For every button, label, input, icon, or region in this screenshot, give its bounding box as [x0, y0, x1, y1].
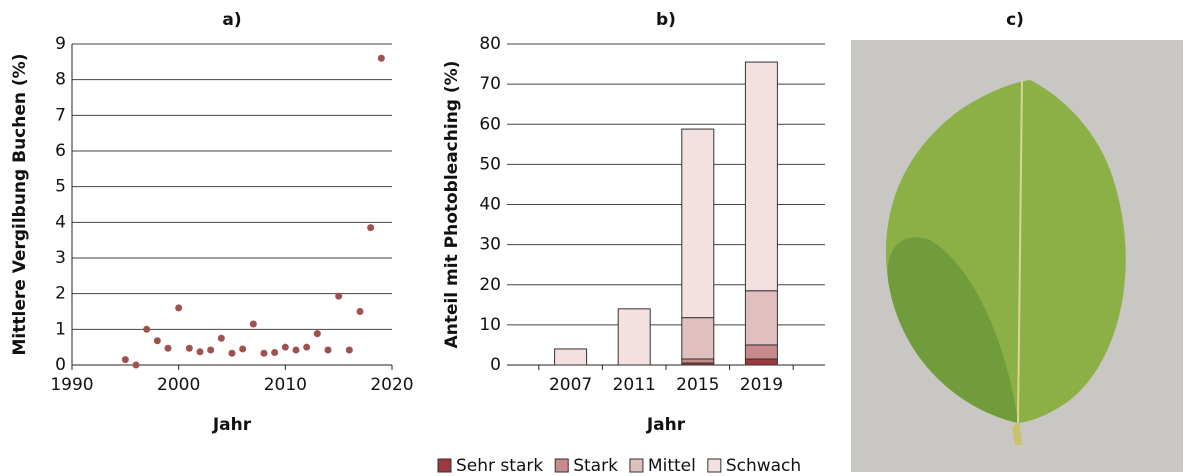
y-tick-label: 7	[55, 105, 66, 125]
y-tick-label: 1	[55, 319, 66, 339]
point	[239, 345, 247, 353]
point	[335, 292, 343, 300]
y-tick-label: 30	[479, 235, 501, 255]
y-axis-label: Anteil mit Photobleaching (%)	[442, 61, 462, 349]
leaf-stem	[1012, 420, 1022, 445]
point	[217, 334, 225, 342]
bar-segment	[554, 348, 588, 366]
leaf-midrib	[1017, 79, 1023, 424]
point	[153, 337, 161, 345]
bar-segment	[681, 358, 715, 364]
x-tick-label: 2020	[370, 375, 413, 395]
point	[185, 344, 193, 352]
bar-segment	[681, 128, 715, 319]
y-tick-label: 70	[479, 74, 501, 94]
point	[143, 325, 151, 333]
point	[175, 304, 183, 312]
legend-label: Schwach	[726, 456, 801, 476]
y-tick-label: 40	[479, 195, 501, 215]
point	[249, 320, 257, 328]
legend-swatch	[629, 458, 644, 473]
y-tick-label: 8	[55, 70, 66, 90]
point	[356, 308, 364, 315]
legend-swatch	[707, 458, 722, 473]
panel-title: a)	[222, 10, 241, 30]
point	[207, 346, 215, 354]
point	[377, 54, 385, 62]
point	[132, 361, 140, 369]
panel-title: c)	[1006, 10, 1024, 30]
point	[196, 348, 204, 356]
x-tick-label: 2015	[676, 375, 719, 395]
point	[292, 346, 300, 354]
point	[271, 349, 279, 357]
point	[345, 346, 353, 354]
legend-label: Stark	[573, 456, 618, 476]
point	[228, 349, 236, 357]
y-tick-label: 60	[479, 114, 501, 134]
point	[281, 343, 289, 351]
y-tick-label: 5	[55, 177, 66, 197]
legend-swatch	[437, 458, 452, 473]
bar-segment	[681, 317, 715, 360]
legend-swatch	[554, 458, 569, 473]
y-tick-label: 0	[490, 355, 501, 375]
y-tick-label: 9	[55, 34, 66, 54]
x-tick-label: 2011	[613, 375, 656, 395]
x-tick-label: 2007	[549, 375, 592, 395]
y-tick-label: 6	[55, 141, 66, 161]
y-tick-label: 20	[479, 275, 501, 295]
bar-segment	[744, 61, 778, 292]
y-tick-label: 10	[479, 315, 501, 335]
point	[164, 344, 172, 352]
x-axis-label: Jahr	[212, 415, 252, 435]
bar-segment	[744, 290, 778, 346]
y-tick-label: 80	[479, 34, 501, 54]
y-tick-label: 50	[479, 154, 501, 174]
x-tick-label: 1990	[50, 375, 93, 395]
point	[367, 224, 375, 232]
bar-segment	[744, 358, 778, 366]
point	[324, 346, 332, 354]
y-axis-label: Mittlere Vergilbung Buchen (%)	[10, 54, 30, 356]
point	[313, 330, 321, 338]
y-tick-label: 4	[55, 212, 66, 232]
x-tick-label: 2019	[740, 375, 783, 395]
y-tick-label: 0	[55, 355, 66, 375]
x-axis-label: Jahr	[646, 415, 686, 435]
legend-label: Sehr stark	[456, 456, 543, 476]
leaf-photo	[851, 40, 1183, 472]
panel-title: b)	[656, 10, 676, 30]
leaf-shade	[887, 237, 1018, 423]
point	[260, 349, 268, 357]
x-tick-label: 2000	[157, 375, 200, 395]
legend-label: Mittel	[648, 456, 696, 476]
y-tick-label: 2	[55, 284, 66, 304]
bar-segment	[744, 344, 778, 360]
point	[303, 343, 311, 351]
y-tick-label: 3	[55, 248, 66, 268]
point	[121, 356, 129, 364]
bar-segment	[617, 308, 651, 366]
x-tick-label: 2010	[264, 375, 307, 395]
